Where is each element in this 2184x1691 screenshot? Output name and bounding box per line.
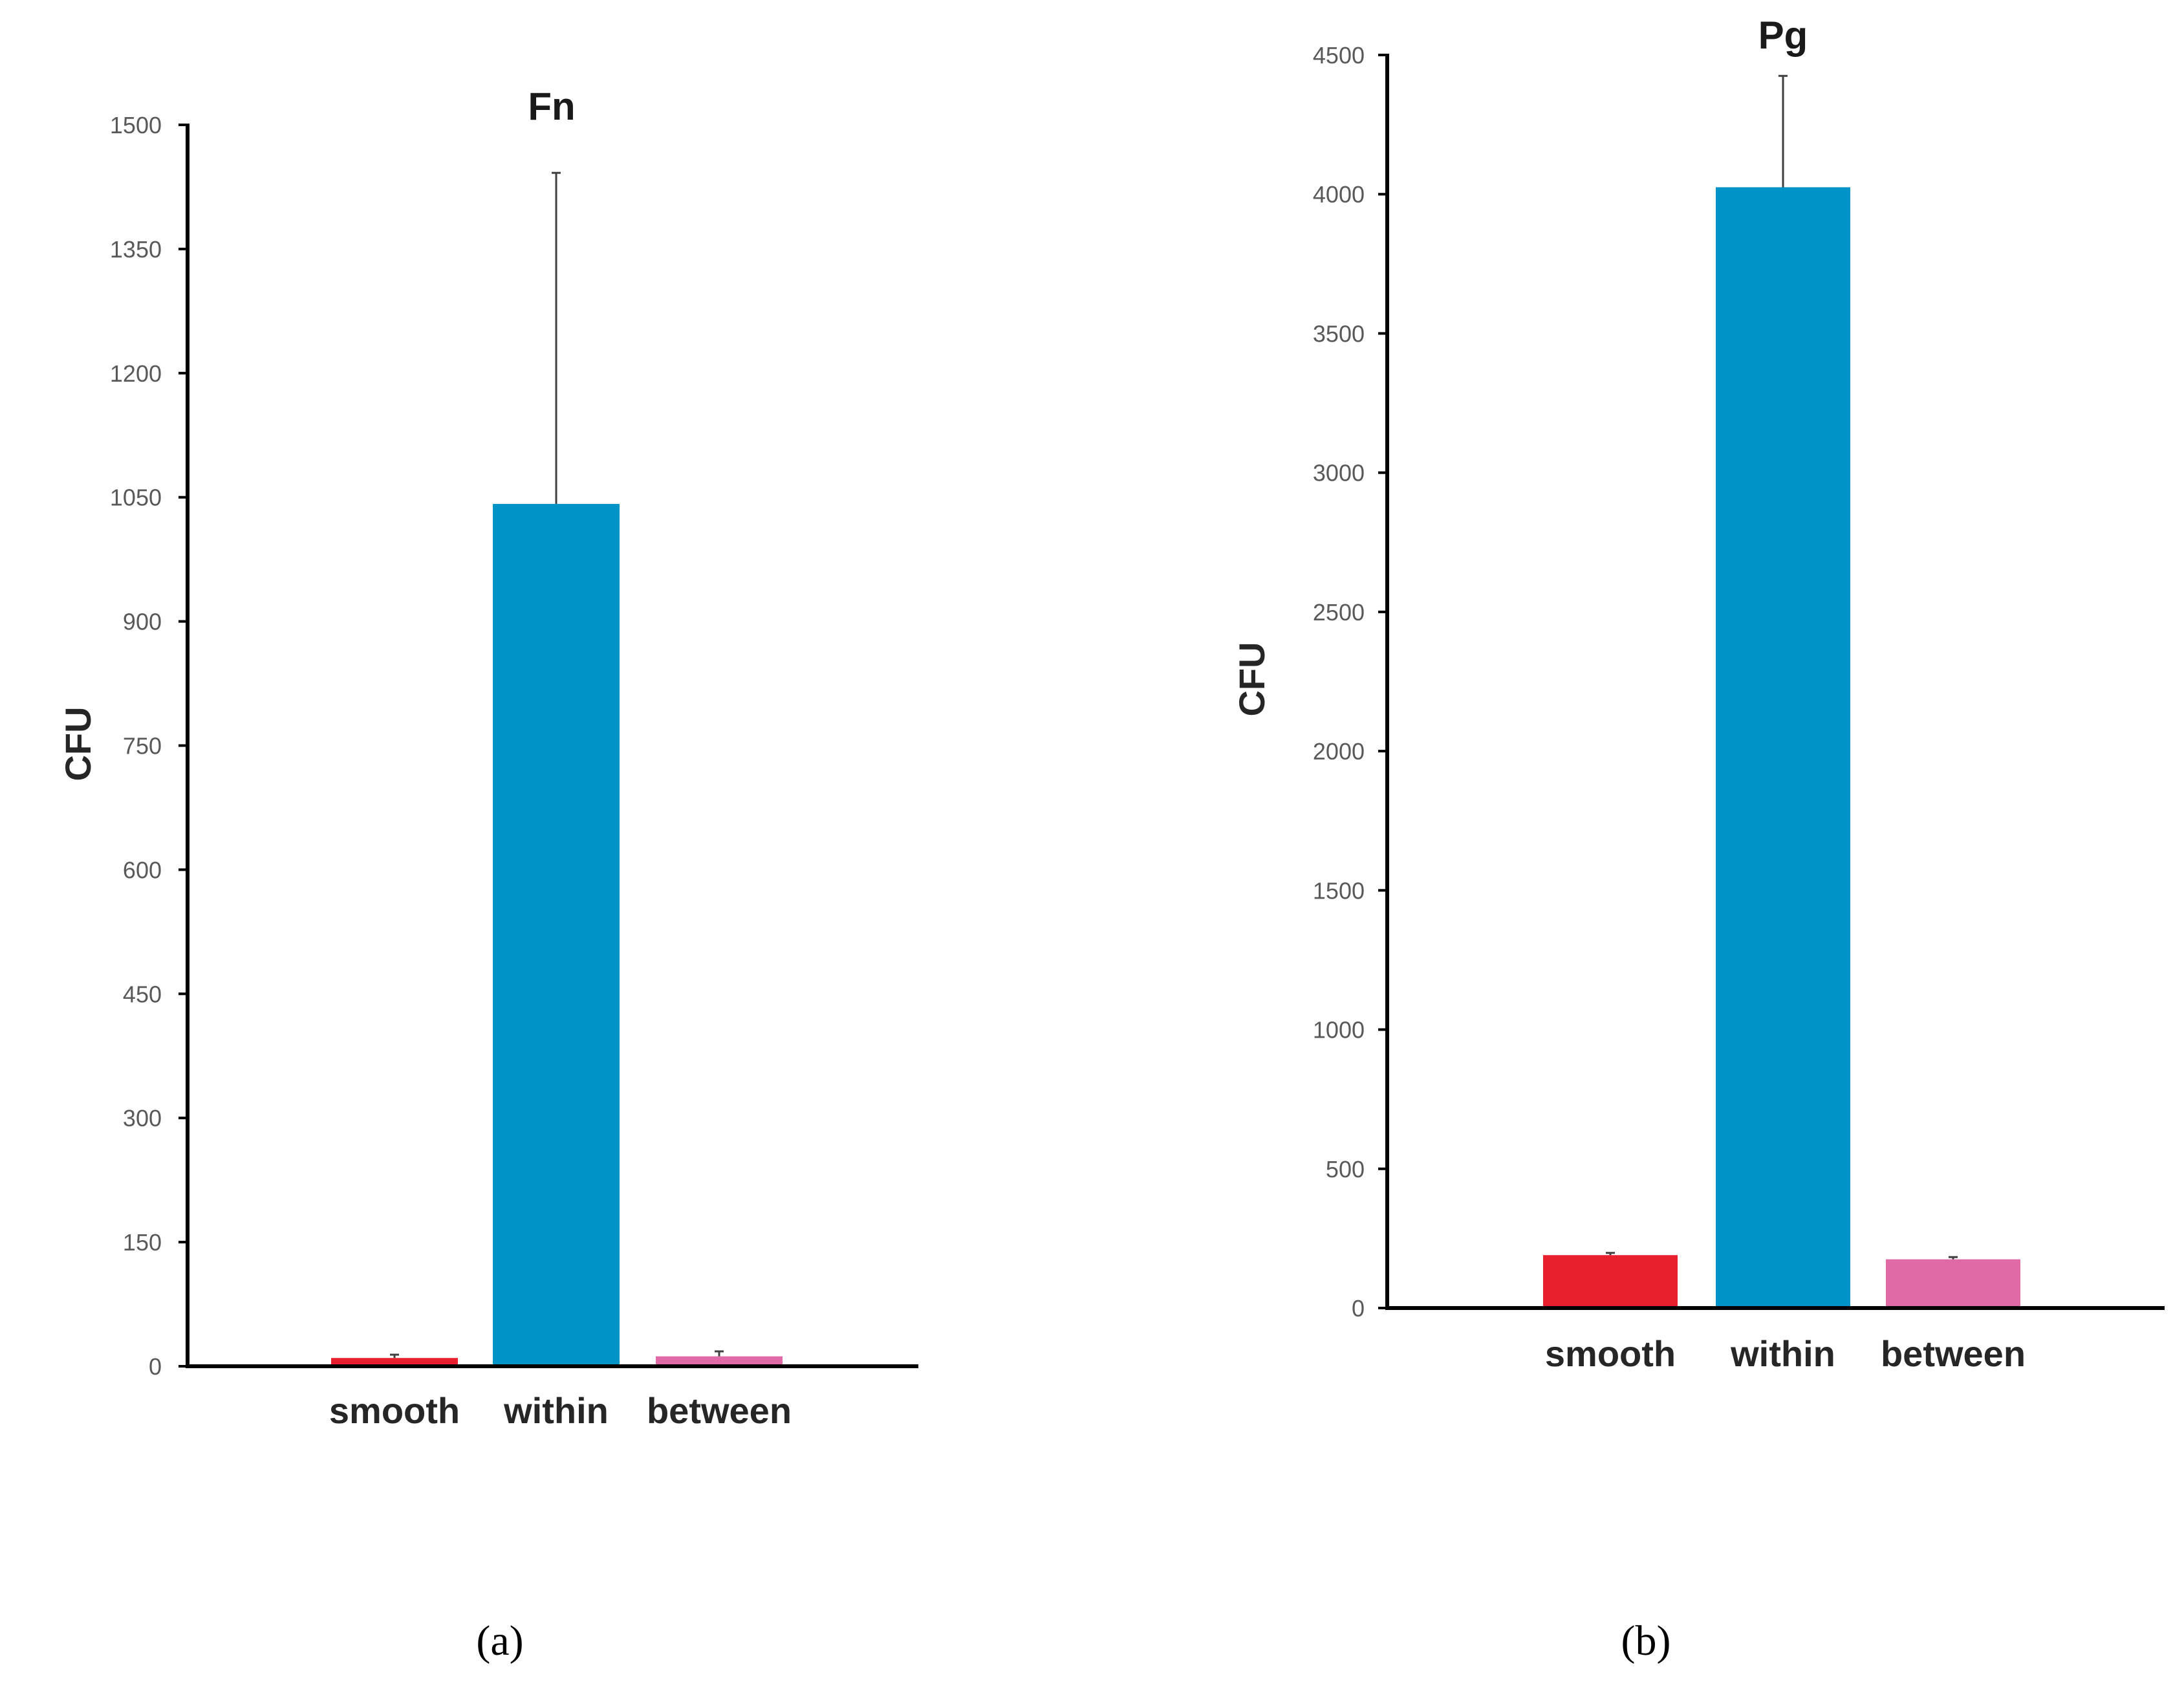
y-tick-label: 900 <box>123 609 162 635</box>
x-tick-label: between <box>647 1390 792 1431</box>
bar-within <box>1716 187 1850 1308</box>
y-tick-label: 450 <box>123 981 162 1007</box>
x-tick-label: smooth <box>329 1390 460 1431</box>
x-tick-label: smooth <box>1545 1333 1676 1374</box>
panel-label: (b) <box>1621 1617 1671 1664</box>
chart-panel-pg: Pg CFU (b) 0 500 1000 1500 2000 2500 3000 3500 4… <box>1231 14 2165 1664</box>
y-tick-label: 4000 <box>1313 181 1365 208</box>
y-axis-title: CFU <box>1231 642 1272 716</box>
y-tick-label: 3500 <box>1313 320 1365 347</box>
bar-smooth <box>1543 1255 1678 1308</box>
bar-smooth <box>331 1358 458 1366</box>
x-tick-label: within <box>1730 1333 1835 1374</box>
y-tick-label: 1050 <box>110 485 162 511</box>
y-tick-label: 4500 <box>1313 42 1365 69</box>
chart-panel-fn: Fn CFU (a) 0 150 300 450 600 750 900 1050 1200 13… <box>58 85 918 1664</box>
chart-title: Pg <box>1758 14 1808 57</box>
x-tick-label: between <box>1881 1333 2026 1374</box>
panel-label: (a) <box>476 1617 523 1664</box>
y-tick-label: 500 <box>1326 1156 1365 1183</box>
y-tick-label: 2500 <box>1313 599 1365 626</box>
y-tick-label: 1500 <box>110 112 162 138</box>
y-tick-label: 1350 <box>110 236 162 263</box>
y-tick-label: 300 <box>123 1105 162 1131</box>
y-tick-label: 3000 <box>1313 460 1365 486</box>
y-tick-label: 1000 <box>1313 1017 1365 1043</box>
y-tick-label: 1200 <box>110 360 162 387</box>
chart-title: Fn <box>528 85 575 128</box>
x-tick-label: within <box>503 1390 609 1431</box>
y-tick-label: 0 <box>1352 1295 1365 1322</box>
y-axis-title: CFU <box>58 706 98 781</box>
y-tick-label: 2000 <box>1313 738 1365 765</box>
y-tick-label: 750 <box>123 733 162 759</box>
bar-between <box>656 1356 783 1366</box>
bar-within <box>493 503 620 1366</box>
y-tick-label: 600 <box>123 856 162 883</box>
y-tick-label: 0 <box>149 1353 162 1380</box>
y-tick-label: 150 <box>123 1229 162 1256</box>
bar-between <box>1886 1259 2020 1308</box>
y-tick-label: 1500 <box>1313 877 1365 904</box>
